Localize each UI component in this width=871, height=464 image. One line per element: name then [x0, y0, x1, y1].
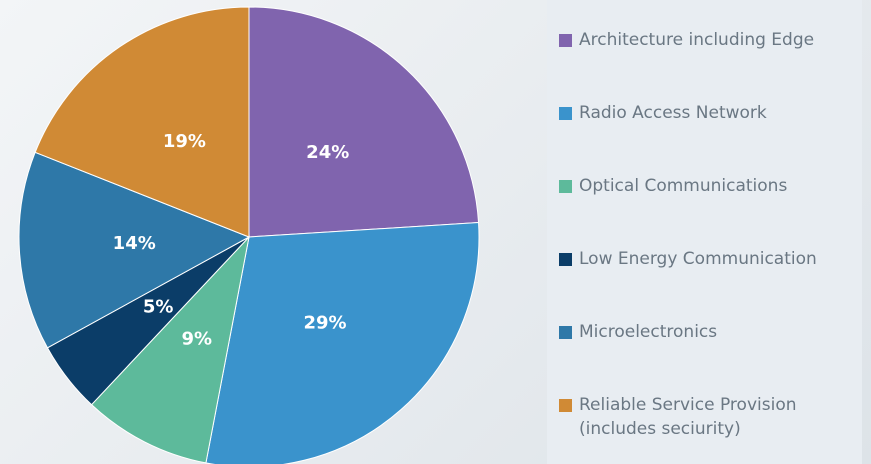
data-label: 29%	[304, 312, 347, 333]
pie-slice	[248, 6, 480, 238]
legend-item: Microelectronics	[559, 320, 862, 393]
legend-swatch	[559, 34, 572, 47]
legend-item: Architecture including Edge	[559, 28, 862, 101]
legend: Architecture including Edge Radio Access …	[547, 0, 862, 464]
legend-swatch	[559, 253, 572, 266]
data-label: 9%	[182, 328, 213, 349]
pie-slice	[34, 6, 250, 238]
pie-slice	[18, 151, 251, 349]
pie-slice	[90, 235, 250, 464]
legend-item: Optical Communications	[559, 174, 862, 247]
pie: 24% 29% 9% 5% 14% 19%	[18, 6, 480, 464]
legend-item: Radio Access Network	[559, 101, 862, 174]
data-label: 24%	[306, 142, 349, 163]
data-label: 14%	[113, 233, 156, 254]
legend-swatch	[559, 180, 572, 193]
legend-swatch	[559, 326, 572, 339]
legend-label: Optical Communications	[579, 176, 788, 196]
legend-label: Low Energy Communication	[579, 249, 817, 269]
legend-label: Reliable Service Provision (includes sec…	[579, 395, 797, 439]
legend-item: Low Energy Communication	[559, 247, 862, 320]
legend-item: Reliable Service Provision (includes sec…	[559, 393, 862, 464]
data-label: 5%	[143, 296, 174, 317]
legend-label: Microelectronics	[579, 322, 718, 342]
legend-swatch	[559, 107, 572, 120]
legend-label: Radio Access Network	[579, 103, 767, 123]
legend-label: Architecture including Edge	[579, 30, 815, 50]
pie-slice	[205, 222, 480, 464]
legend-swatch	[559, 399, 572, 412]
data-label: 19%	[163, 131, 206, 152]
